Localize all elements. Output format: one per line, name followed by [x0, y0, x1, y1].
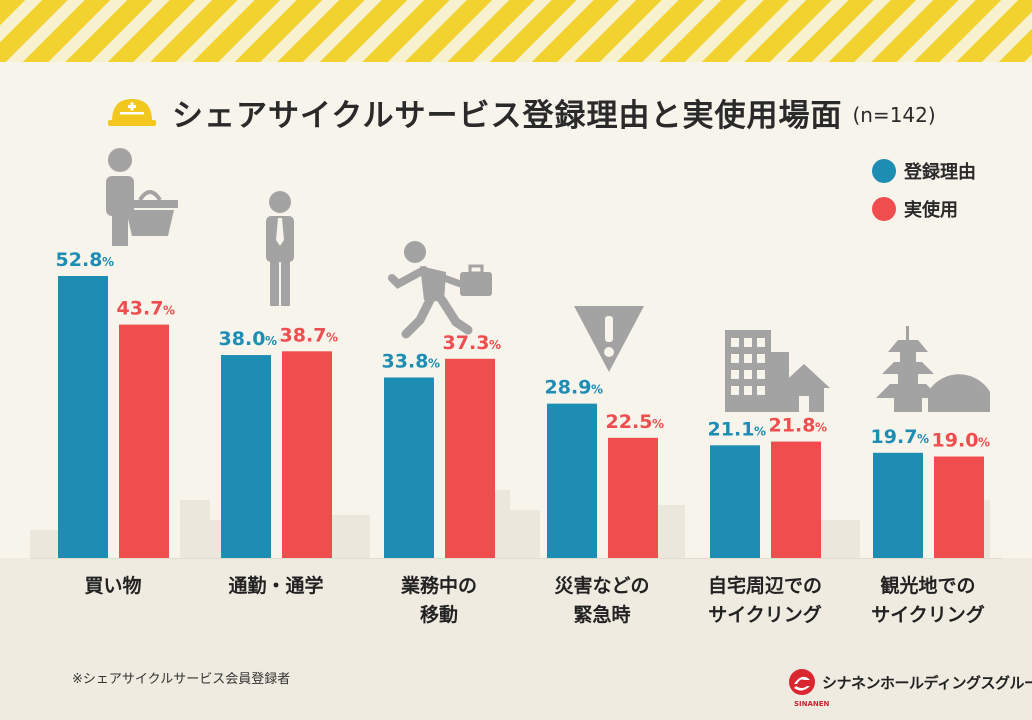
bar-actual-2 [445, 358, 495, 558]
legend: 登録理由 実使用 [872, 156, 976, 232]
businessman-icon [266, 191, 294, 306]
bar-actual-0 [119, 324, 169, 558]
company-logo: シナネンホールディングスグループ [788, 668, 1032, 696]
bar-registration-1 [221, 355, 271, 558]
legend-label-actual: 実使用 [904, 200, 958, 221]
data-label-registration-2: 33.8 [382, 350, 429, 372]
bar-actual-3 [608, 437, 658, 558]
shopping-basket-icon [106, 148, 178, 246]
yellow-stripe-banner [0, 0, 1032, 62]
bar-actual-5 [934, 456, 984, 558]
data-label-registration-0: 52.8 [56, 249, 103, 271]
category-label-0: 買い物 [84, 575, 142, 597]
hard-hat-icon [108, 99, 156, 126]
category-label-3: 災害などの 緊急時 [554, 575, 650, 626]
chart-title: シェアサイクルサービス登録理由と実使用場面 [172, 97, 843, 134]
legend-item-actual: 実使用 [872, 194, 976, 224]
legend-swatch-actual [872, 197, 896, 221]
category-label-4: 自宅周辺での サイクリング [707, 575, 822, 626]
warning-icon [574, 306, 644, 372]
data-label-unit-registration-1: % [265, 334, 277, 348]
pagoda-temple-icon [876, 326, 990, 412]
footnote: ※シェアサイクルサービス会員登録者 [72, 672, 291, 687]
data-label-unit-actual-2: % [489, 338, 501, 352]
data-label-registration-5: 19.7 [871, 426, 918, 448]
data-label-actual-0: 43.7 [117, 298, 164, 320]
data-label-unit-actual-3: % [652, 417, 664, 431]
data-label-unit-registration-0: % [102, 255, 114, 269]
category-label-1: 通勤・通学 [228, 575, 324, 597]
data-label-actual-5: 19.0 [932, 430, 979, 452]
legend-item-registration: 登録理由 [872, 156, 976, 186]
logo-text: シナネンホールディングスグループ [822, 673, 1032, 692]
ground-area [0, 558, 1032, 720]
logo-subtext: SINANEN [794, 700, 830, 708]
data-label-unit-actual-0: % [163, 304, 175, 318]
data-label-unit-actual-5: % [978, 436, 990, 450]
running-businessman-icon [388, 241, 492, 339]
data-label-registration-4: 21.1 [708, 418, 755, 440]
data-label-actual-2: 37.3 [443, 332, 490, 354]
bar-registration-0 [58, 276, 108, 558]
bar-registration-4 [710, 445, 760, 558]
data-label-actual-3: 22.5 [606, 411, 653, 433]
legend-label-registration: 登録理由 [904, 162, 976, 183]
bar-registration-5 [873, 452, 923, 558]
buildings-house-icon [725, 330, 830, 412]
sample-size: (n=142) [852, 103, 936, 127]
data-label-unit-registration-3: % [591, 383, 603, 397]
logo-mark-icon [789, 669, 815, 695]
data-label-registration-1: 38.0 [219, 328, 266, 350]
data-label-unit-registration-2: % [428, 356, 440, 370]
data-label-actual-4: 21.8 [769, 415, 816, 437]
bar-actual-1 [282, 351, 332, 558]
legend-swatch-registration [872, 159, 896, 183]
category-label-2: 業務中の 移動 [400, 575, 477, 626]
data-label-actual-1: 38.7 [280, 324, 327, 346]
bar-registration-3 [547, 403, 597, 558]
bar-actual-4 [771, 441, 821, 558]
data-label-registration-3: 28.9 [545, 377, 592, 399]
data-label-unit-actual-1: % [326, 330, 338, 344]
data-label-unit-actual-4: % [815, 421, 827, 435]
category-label-5: 観光地での サイクリング [871, 575, 985, 626]
title-block: シェアサイクルサービス登録理由と実使用場面 (n=142) [106, 88, 936, 136]
data-label-unit-registration-4: % [754, 424, 766, 438]
data-label-unit-registration-5: % [917, 432, 929, 446]
bar-registration-2 [384, 377, 434, 558]
